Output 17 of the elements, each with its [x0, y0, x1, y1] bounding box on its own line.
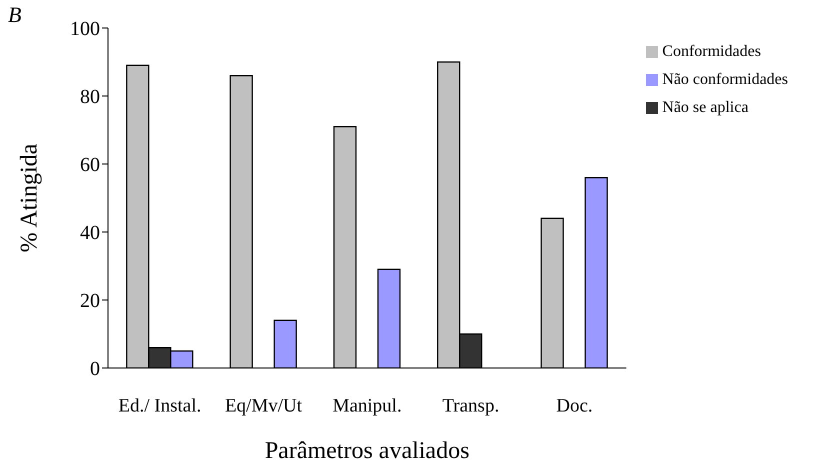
legend-label: Conformidades: [662, 43, 761, 60]
y-tick-label: 60: [80, 154, 100, 176]
x-tick-label: Eq/Mv/Ut: [224, 395, 303, 416]
y-tick-label: 100: [70, 18, 100, 40]
x-tick-label: Ed./ Instal.: [118, 395, 202, 416]
x-tick-label: Doc.: [556, 395, 593, 416]
y-tick-label: 80: [80, 86, 100, 108]
x-axis-title: Parâmetros avaliados: [264, 438, 470, 464]
chart-title: B: [8, 2, 22, 28]
x-tick-label: Manipul.: [332, 395, 402, 416]
y-axis-title: % Atingida: [16, 143, 43, 252]
legend-label: Não conformidades: [662, 71, 788, 88]
legend-label: Não se aplica: [662, 99, 748, 116]
y-tick-label: 40: [80, 222, 100, 244]
x-tick-label: Transp.: [442, 395, 500, 416]
y-tick-label: 20: [80, 290, 100, 312]
y-tick-label: 0: [90, 358, 100, 380]
